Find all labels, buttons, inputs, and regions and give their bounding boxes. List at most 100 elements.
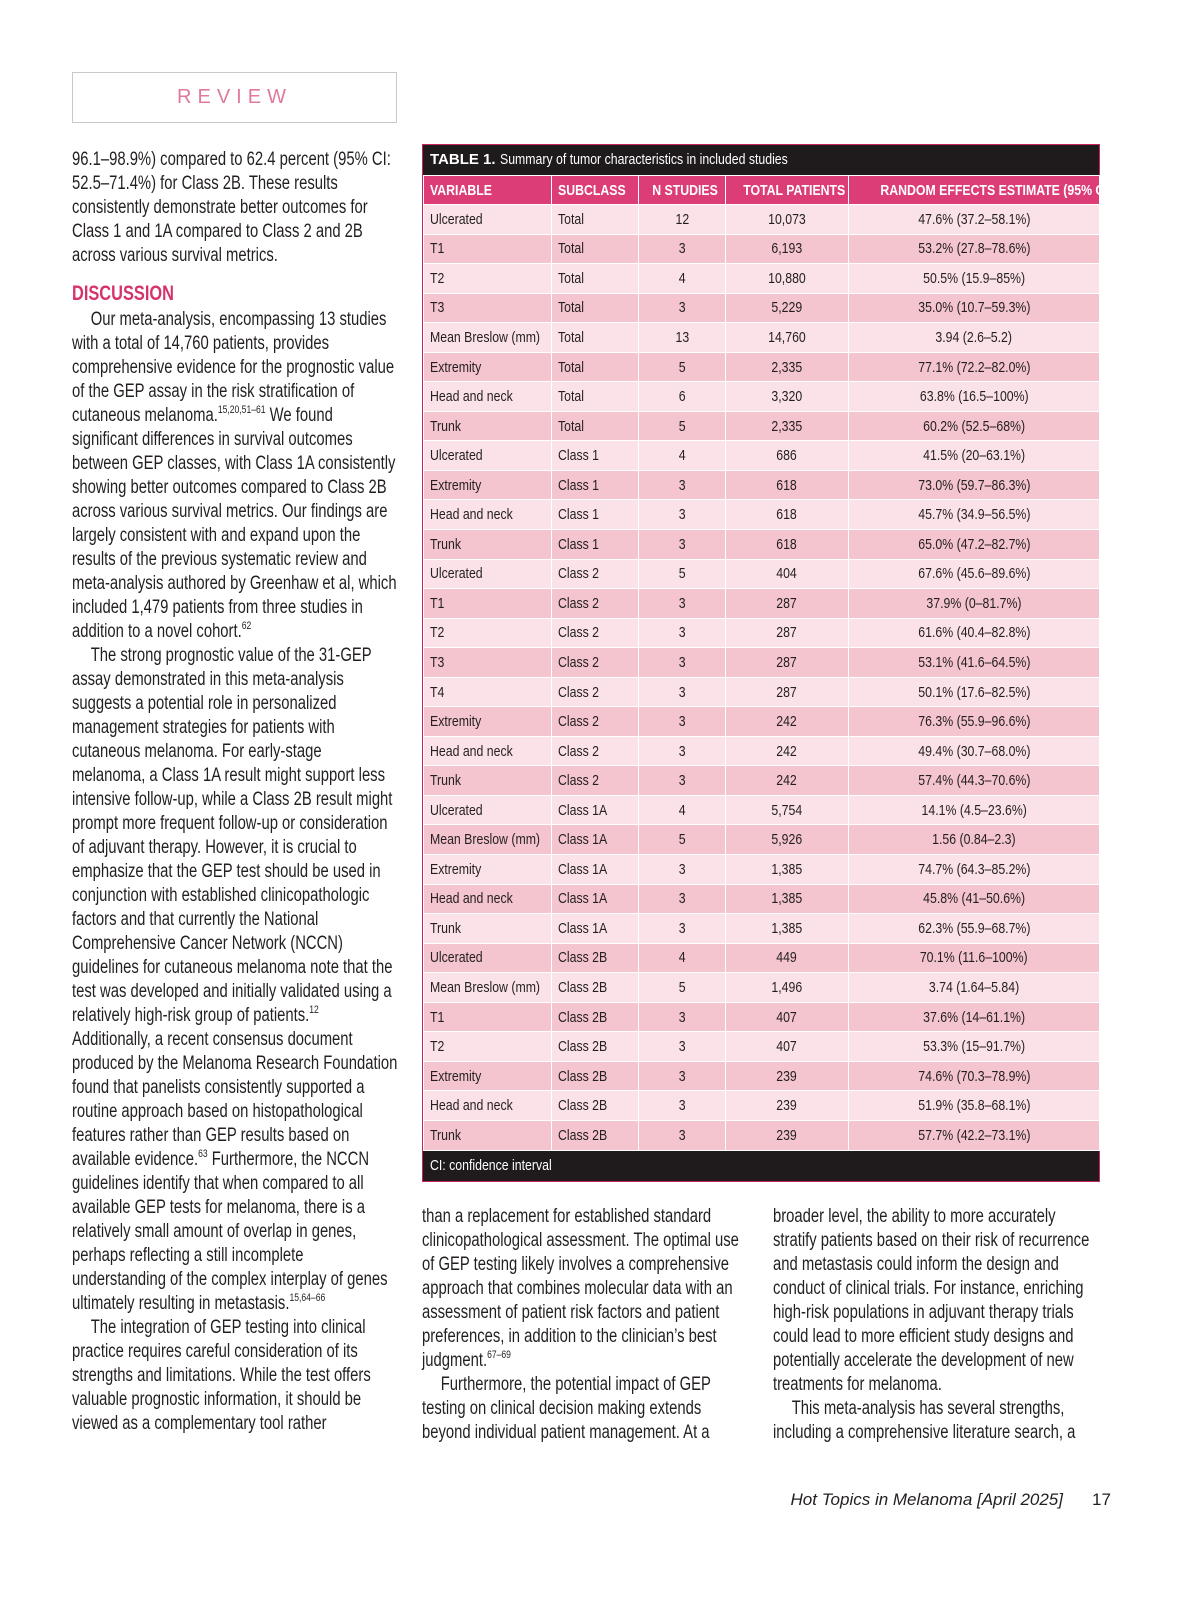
cell-text: Class 2: [558, 683, 600, 701]
cell-text: Class 2: [558, 594, 600, 612]
table-cell: 4: [638, 263, 726, 294]
table-cell: Total: [551, 322, 639, 353]
table-cell: 2,335: [725, 351, 849, 383]
cell-text: Extremity: [430, 358, 482, 376]
text-run: 96.1–98.9%) compared to 62.4 percent (95…: [72, 149, 391, 266]
cell-text: Head and neck: [430, 890, 513, 908]
cell-text: 4: [678, 949, 686, 967]
text-run: This meta-analysis has several strengths…: [773, 1398, 1076, 1443]
table-cell: 3: [638, 617, 726, 649]
cell-text: 13: [675, 328, 689, 346]
cell-text: 287: [776, 653, 798, 671]
cell-text: 4: [678, 801, 686, 819]
paragraph: This meta-analysis has several strengths…: [773, 1397, 1099, 1445]
table-cell: 12: [638, 204, 726, 235]
table-cell: 67.6% (45.6–89.6%): [848, 558, 1100, 590]
table-cell: 5: [638, 558, 726, 590]
cell-text: 5,926: [771, 831, 803, 849]
table-cell: 3.74 (1.64–5.84): [848, 972, 1100, 1003]
text-run: The integration of GEP testing into clin…: [72, 1317, 371, 1434]
column-body: 96.1–98.9%) compared to 62.4 percent (95…: [72, 148, 398, 1436]
cell-text: 57.4% (44.3–70.6%): [917, 772, 1031, 790]
table-cell: 74.6% (70.3–78.9%): [848, 1060, 1100, 1092]
table-cell: 10,073: [725, 204, 849, 235]
cell-text: 3.94 (2.6–5.2): [935, 328, 1013, 346]
table-cell: 3: [638, 913, 726, 944]
table-row: Head and neck Class 1A 3 1,385 45.8% (41–50.…: [423, 883, 1100, 915]
cell-text: Class 2: [558, 772, 600, 790]
cell-text: 3: [678, 772, 686, 790]
header-text: TOTAL PATIENTS: [743, 181, 846, 199]
table-row: Trunk Class 1A 3 1,385 62.3% (55.9–68.7%): [423, 913, 1100, 944]
table-cell: 51.9% (35.8–68.1%): [848, 1090, 1100, 1121]
table-cell: 3: [638, 883, 726, 915]
cell-text: 4: [678, 269, 686, 287]
cell-text: Ulcerated: [430, 565, 483, 583]
table-cell: 50.5% (15.9–85%): [848, 263, 1100, 294]
page-number: 17: [1092, 1490, 1111, 1509]
header-text: VARIABLE: [430, 181, 492, 199]
cell-text: Ulcerated: [430, 210, 483, 228]
cell-text: Class 2B: [558, 1067, 608, 1085]
cell-text: Class 1: [558, 476, 600, 494]
cell-text: 57.7% (42.2–73.1%): [917, 1126, 1031, 1144]
table-cell: Total: [551, 410, 639, 442]
table-cell: 6,193: [725, 233, 849, 265]
cell-text: 77.1% (72.2–82.0%): [917, 358, 1031, 376]
cell-text: 5: [678, 565, 686, 583]
cell-text: 287: [776, 683, 798, 701]
cell-text: Class 2: [558, 742, 600, 760]
cell-text: 3: [678, 1126, 686, 1144]
table-row: Ulcerated Class 1A 4 5,754 14.1% (4.5–23.6%): [423, 794, 1100, 826]
cell-text: Class 2B: [558, 978, 608, 996]
cell-text: 51.9% (35.8–68.1%): [917, 1097, 1031, 1115]
text-column: 96.1–98.9%) compared to 62.4 percent (95…: [72, 148, 398, 1436]
cell-text: Trunk: [430, 919, 461, 937]
cell-text: Extremity: [430, 1067, 482, 1085]
table-cell: Trunk: [423, 1119, 552, 1151]
table-row: Mean Breslow (mm) Class 2B 5 1,496 3.74 (1.6…: [423, 972, 1100, 1003]
cell-text: 3: [678, 860, 686, 878]
table-cell: 3: [638, 647, 726, 678]
table-cell: 287: [725, 617, 849, 649]
table-row: Head and neck Class 2B 3 239 51.9% (35.8–68.…: [423, 1090, 1100, 1121]
cell-text: 63.8% (16.5–100%): [919, 388, 1029, 406]
cell-text: Total: [558, 210, 584, 228]
cell-text: Ulcerated: [430, 949, 483, 967]
table-cell: Class 2: [551, 765, 639, 796]
table-row: Trunk Total 5 2,335 60.2% (52.5–68%): [423, 410, 1100, 442]
cell-text: Head and neck: [430, 506, 513, 524]
cell-text: 3: [678, 594, 686, 612]
table-cell: Head and neck: [423, 883, 552, 915]
table-cell: Class 1: [551, 529, 639, 560]
table-cell: 1,385: [725, 913, 849, 944]
column-header: TOTAL PATIENTS: [725, 175, 849, 205]
cell-text: Total: [558, 299, 584, 317]
cell-text: T4: [430, 683, 445, 701]
table-cell: 62.3% (55.9–68.7%): [848, 913, 1100, 944]
table-row: T1 Total 3 6,193 53.2% (27.8–78.6%): [423, 233, 1100, 265]
table-cell: Class 2: [551, 588, 639, 619]
text-run: Our meta-analysis, encompassing 13 studi…: [72, 309, 395, 426]
cell-text: 2,335: [771, 358, 803, 376]
table-cell: 13: [638, 322, 726, 353]
table-cell: 5: [638, 972, 726, 1003]
cell-text: 5: [678, 831, 686, 849]
table-cell: 3: [638, 469, 726, 501]
table-box: TABLE 1. Summary of tumor characteristic…: [422, 144, 1112, 1182]
cell-text: Trunk: [430, 1126, 461, 1144]
table-row: T1 Class 2 3 287 37.9% (0–81.7%): [423, 588, 1100, 619]
journal-name: Hot Topics in Melanoma [April 2025]: [790, 1490, 1063, 1509]
cell-text: T1: [430, 240, 445, 258]
table-cell: 3: [638, 676, 726, 708]
table-row: Ulcerated Class 2 5 404 67.6% (45.6–89.6%): [423, 558, 1100, 590]
table-cell: Ulcerated: [423, 794, 552, 826]
table-cell: Trunk: [423, 765, 552, 796]
table-cell: 3: [638, 706, 726, 737]
table-cell: T1: [423, 588, 552, 619]
table-cell: 5,926: [725, 824, 849, 856]
cell-text: 73.0% (59.7–86.3%): [917, 476, 1031, 494]
table-row: Extremity Class 2 3 242 76.3% (55.9–96.6%): [423, 706, 1100, 737]
table-cell: Class 1: [551, 440, 639, 471]
table-cell: 1,385: [725, 883, 849, 915]
